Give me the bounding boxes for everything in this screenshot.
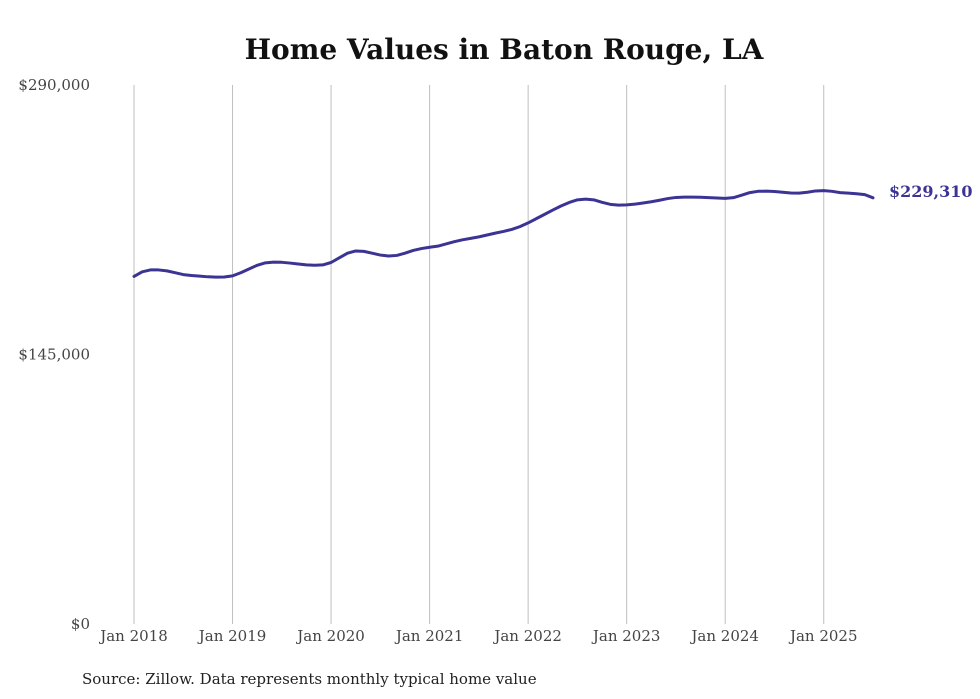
x-tick-label: Jan 2018 xyxy=(98,627,168,645)
y-tick-label: $290,000 xyxy=(18,76,90,94)
end-value-label: $229,310 xyxy=(889,182,973,201)
x-tick-label: Jan 2024 xyxy=(689,627,759,645)
source-note: Source: Zillow. Data represents monthly … xyxy=(82,670,537,688)
x-tick-label: Jan 2025 xyxy=(788,627,858,645)
x-tick-label: Jan 2021 xyxy=(394,627,464,645)
x-tick-label: Jan 2023 xyxy=(591,627,661,645)
y-tick-label: $0 xyxy=(71,615,90,633)
y-axis-tick-labels: $0 $145,000 $290,000 xyxy=(18,76,90,633)
y-tick-label: $145,000 xyxy=(18,346,90,364)
series-line xyxy=(132,189,875,279)
x-tick-label: Jan 2019 xyxy=(197,627,267,645)
x-axis-tick-labels: Jan 2018 Jan 2019 Jan 2020 Jan 2021 Jan 2022… xyxy=(98,627,857,645)
x-tick-label: Jan 2022 xyxy=(492,627,562,645)
x-tick-label: Jan 2020 xyxy=(295,627,365,645)
vertical-gridlines xyxy=(133,85,825,624)
chart-title: Home Values in Baton Rouge, LA xyxy=(245,33,765,66)
